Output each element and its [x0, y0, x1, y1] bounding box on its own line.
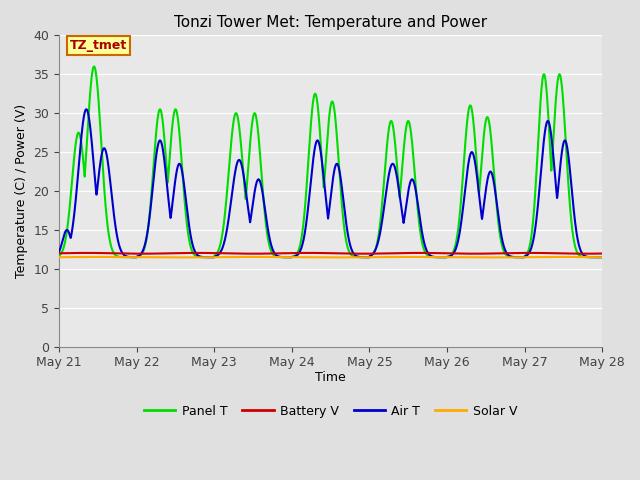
Title: Tonzi Tower Met: Temperature and Power: Tonzi Tower Met: Temperature and Power: [174, 15, 487, 30]
Legend: Panel T, Battery V, Air T, Solar V: Panel T, Battery V, Air T, Solar V: [140, 400, 522, 423]
Text: TZ_tmet: TZ_tmet: [70, 39, 127, 52]
Y-axis label: Temperature (C) / Power (V): Temperature (C) / Power (V): [15, 104, 28, 278]
X-axis label: Time: Time: [316, 371, 346, 384]
